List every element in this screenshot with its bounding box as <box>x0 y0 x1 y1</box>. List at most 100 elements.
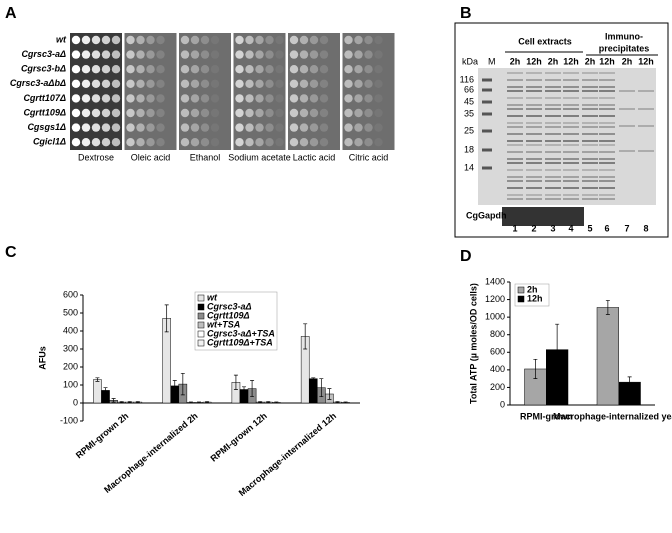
lane-band <box>545 140 561 142</box>
spot <box>354 138 363 147</box>
spot <box>81 108 91 118</box>
lane-number: 3 <box>550 223 555 233</box>
spot <box>71 50 81 59</box>
spot <box>190 35 200 45</box>
spot <box>101 50 111 59</box>
bar <box>93 379 102 404</box>
lane-band <box>563 72 579 74</box>
spot <box>81 94 91 103</box>
spot <box>354 79 363 89</box>
error-bar <box>188 401 193 404</box>
lane-band <box>599 108 615 110</box>
legend-swatch <box>517 286 525 294</box>
spot <box>210 79 220 89</box>
spot <box>255 108 264 118</box>
lane-band <box>599 151 615 153</box>
spot <box>91 108 101 118</box>
legend-swatch <box>197 303 205 311</box>
spot <box>255 123 264 132</box>
panel-frame <box>454 22 669 238</box>
strain-label: Cgrsc3-aΔbΔ <box>10 78 66 88</box>
spot <box>255 65 264 74</box>
spot <box>319 35 329 45</box>
spot <box>374 35 383 45</box>
lane-band <box>582 104 598 106</box>
spot <box>299 79 309 89</box>
spot <box>309 35 319 45</box>
lane-band <box>507 97 523 99</box>
spot <box>190 123 200 132</box>
error-bar <box>533 358 538 379</box>
spot <box>126 65 135 74</box>
spot <box>299 50 309 59</box>
lane-band <box>582 158 598 160</box>
lane-band <box>507 104 523 106</box>
spot <box>146 50 155 59</box>
lane-band <box>507 133 523 135</box>
strain-label: Cgsgs1Δ <box>27 122 66 132</box>
legend-label: 2h <box>527 284 538 294</box>
lane-band <box>638 90 654 92</box>
lane-band <box>545 90 561 92</box>
spot <box>255 138 264 147</box>
lane-band <box>599 169 615 171</box>
legend-swatch <box>197 339 205 347</box>
spot <box>180 123 190 132</box>
spot <box>265 79 274 89</box>
lane-band <box>526 122 542 124</box>
spot <box>354 94 363 103</box>
spot <box>190 94 200 103</box>
error-bar <box>311 377 316 380</box>
lane-band <box>507 108 523 110</box>
spot <box>245 65 254 74</box>
spot <box>190 65 200 74</box>
marker-size: 14 <box>464 162 474 172</box>
error-bar <box>233 374 238 390</box>
lane-band <box>545 79 561 81</box>
spot <box>146 123 155 132</box>
spot <box>275 35 284 45</box>
spot <box>136 123 145 132</box>
y-tick-label: 600 <box>63 289 78 299</box>
lane-band <box>507 115 523 117</box>
lane-number: 8 <box>643 223 648 233</box>
spot <box>126 108 135 118</box>
spot <box>210 35 220 45</box>
group-label: Cell extracts <box>518 36 572 46</box>
lane-band <box>582 122 598 124</box>
lane-band <box>563 162 579 164</box>
loading-label: CgGapdh <box>466 210 507 220</box>
lane-band <box>599 97 615 99</box>
lane-band <box>545 108 561 110</box>
y-tick-label: 1400 <box>485 276 505 286</box>
error-bar <box>303 323 308 350</box>
spot <box>289 138 299 147</box>
spot <box>245 94 254 103</box>
spot <box>374 94 383 103</box>
spot <box>71 108 81 118</box>
error-bar <box>266 401 271 403</box>
lane-band <box>638 125 654 127</box>
spot <box>200 35 210 45</box>
y-tick-label: 600 <box>490 347 505 357</box>
lane-band <box>507 72 523 74</box>
spot <box>255 50 264 59</box>
lane-band <box>599 115 615 117</box>
spot <box>200 108 210 118</box>
error-bar <box>605 300 610 315</box>
lane-band <box>526 187 542 189</box>
spot <box>156 138 165 147</box>
unit-label: kDa <box>462 56 478 66</box>
spot <box>374 79 383 89</box>
spot <box>101 79 111 89</box>
time-label: 12h <box>526 56 542 66</box>
legend-swatch <box>517 295 525 303</box>
spot <box>190 108 200 118</box>
y-tick-label: 300 <box>63 343 78 353</box>
lane-band <box>545 158 561 160</box>
spot <box>255 94 264 103</box>
marker-size: 66 <box>464 84 474 94</box>
error-bar <box>196 401 201 404</box>
spot <box>289 65 299 74</box>
